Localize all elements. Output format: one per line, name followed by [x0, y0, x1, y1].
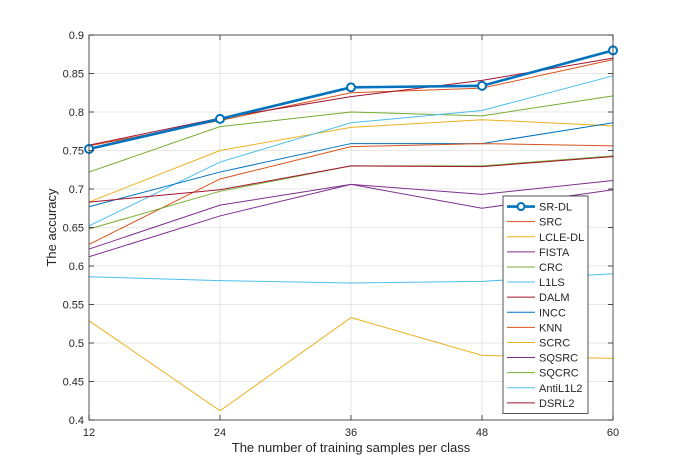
y-tick-label: 0.7 [69, 184, 84, 196]
legend-entry: AntiL1L2 [539, 383, 582, 395]
x-tick-label: 12 [83, 427, 95, 439]
y-tick-label: 0.4 [69, 415, 84, 427]
y-tick-label: 0.85 [63, 69, 84, 81]
data-point-sr-dl [346, 82, 356, 93]
x-tick-label: 24 [214, 427, 226, 439]
x-tick-label: 60 [607, 427, 619, 439]
y-tick-label: 0.5 [69, 338, 84, 350]
x-tick-label: 36 [345, 427, 357, 439]
legend-entry: SCRC [539, 337, 570, 349]
y-tick-label: 0.55 [63, 300, 84, 312]
series-line-dsrl2 [88, 156, 614, 203]
series-line-crc [88, 95, 614, 173]
series-line-knn [88, 143, 614, 245]
y-tick-label: 0.8 [69, 107, 84, 119]
y-tick-label: 0.75 [63, 146, 84, 158]
legend: SR-DL SRC LCLE-DL FISTA CRC L1LS DALM INCC KNN SC… [502, 195, 589, 414]
axis-ticks: 12 24 36 48 60 0.4 0.45 0.5 0.55 0.6 0.65 0.7 0.75 0.… [63, 30, 620, 439]
legend-entry: FISTA [539, 247, 570, 259]
legend-marker [516, 202, 526, 212]
y-tick-label: 0.6 [69, 261, 84, 273]
data-point-sr-dl [215, 113, 225, 124]
legend-entry: SQSRC [539, 353, 578, 365]
y-tick-label: 0.9 [69, 30, 84, 42]
series-line-incc [88, 122, 614, 208]
series-layer [84, 45, 618, 412]
y-tick-label: 0.65 [63, 223, 84, 235]
legend-entry: INCC [539, 307, 566, 319]
legend-entry: LCLE-DL [539, 232, 584, 244]
x-tick-label: 48 [476, 427, 488, 439]
series-line-lcle-dl [88, 119, 614, 203]
y-tick-label: 0.45 [63, 377, 84, 389]
legend-entry: DALM [539, 292, 570, 304]
legend-entry: SRC [539, 217, 562, 229]
legend-entry: SR-DL [539, 202, 572, 214]
x-axis-label: The number of training samples per class [232, 440, 471, 455]
legend-entry: DSRL2 [539, 398, 574, 410]
legend-entry: SQCRC [539, 368, 579, 380]
data-point-sr-dl [477, 80, 487, 91]
legend-entry: L1LS [539, 277, 565, 289]
legend-box [502, 195, 589, 414]
legend-entry: CRC [539, 262, 563, 274]
legend-entry: KNN [539, 322, 562, 334]
y-axis-label: The accuracy [44, 188, 59, 267]
